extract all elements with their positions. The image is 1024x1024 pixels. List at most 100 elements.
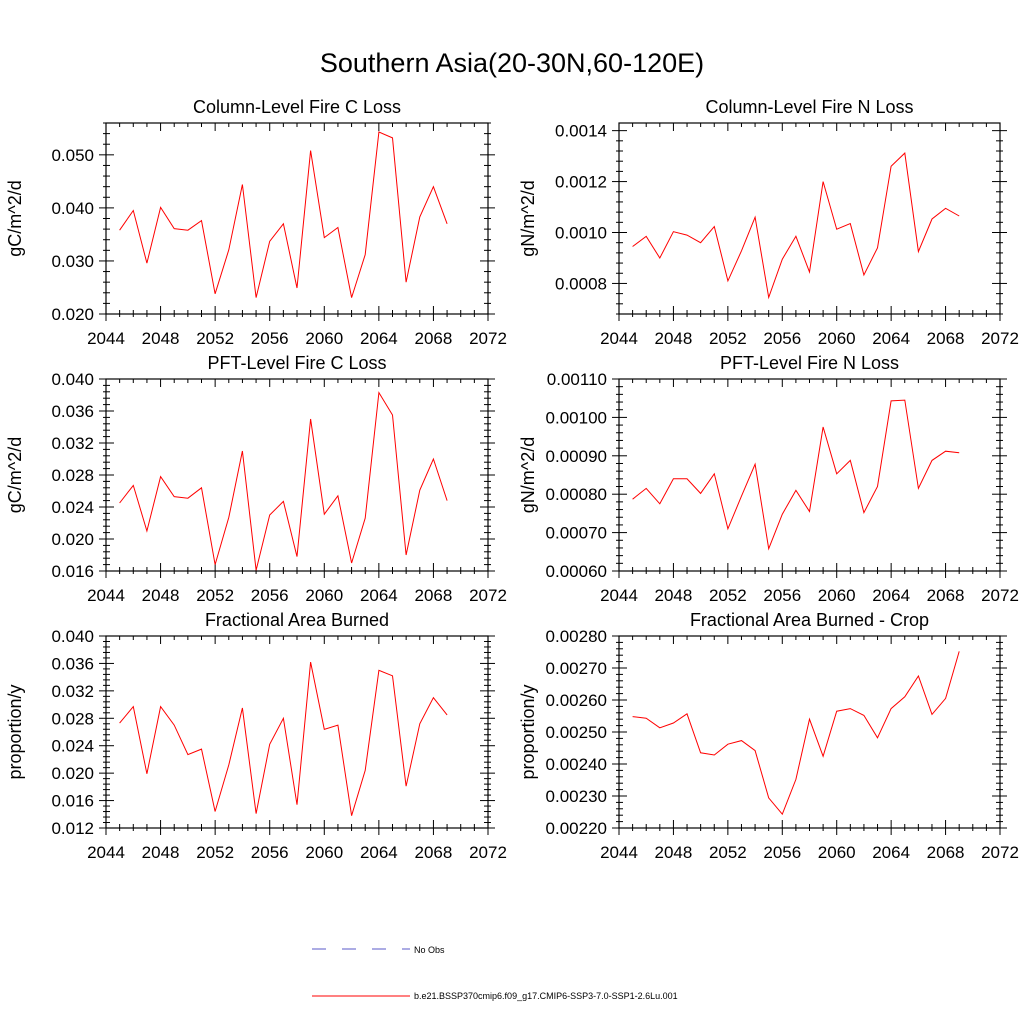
x-minor-ticks (105, 379, 489, 578)
y-ticks (99, 635, 495, 829)
chart-panel: 2044 2048 2052 2056 2060 2064 2068 2072 0.016 0.0… (5, 353, 507, 605)
y-tick-label: 0.00110 (547, 370, 607, 389)
legend-label-model: b.e21.BSSP370cmip6.f09_g17.CMIP6-SSP3-7.… (414, 991, 678, 1001)
y-tick-label: 0.00250 (546, 723, 607, 742)
x-minor-ticks (105, 123, 489, 321)
y-tick-label: 0.00270 (546, 659, 607, 678)
y-tick-label: 0.036 (51, 402, 94, 421)
x-tick-label: 2056 (251, 586, 289, 605)
y-tick-label: 0.040 (51, 370, 94, 389)
y-tick-label: 0.0012 (555, 173, 607, 192)
legend-label-no-obs: No Obs (414, 945, 445, 955)
x-tick-label: 2068 (927, 329, 965, 348)
y-tick-label: 0.016 (51, 792, 94, 811)
x-tick-label: 2048 (142, 843, 180, 862)
y-tick-label: 0.00240 (546, 755, 607, 774)
y-tick-label: 0.00060 (546, 562, 607, 581)
series-line (119, 391, 448, 571)
series-line (632, 651, 960, 816)
y-ticks (612, 378, 1007, 572)
series-points (632, 400, 960, 549)
y-tick-label: 0.00260 (546, 691, 607, 710)
x-tick-label: 2060 (818, 329, 856, 348)
x-tick-label: 2044 (87, 843, 125, 862)
y-tick-label: 0.00080 (546, 485, 607, 504)
y-tick-label: 0.024 (51, 737, 94, 756)
x-tick-label: 2060 (305, 843, 343, 862)
x-tick-label: 2048 (655, 843, 693, 862)
x-tick-label: 2052 (709, 329, 747, 348)
x-minor-ticks (618, 123, 1001, 321)
series-points (632, 153, 960, 298)
x-tick-label: 2064 (872, 329, 910, 348)
x-tick-label: 2068 (415, 843, 453, 862)
panel-title: PFT-Level Fire N Loss (720, 353, 899, 373)
x-tick-label: 2064 (872, 843, 910, 862)
y-tick-label: 0.016 (51, 562, 94, 581)
x-tick-label: 2052 (196, 843, 234, 862)
x-tick-label: 2048 (142, 329, 180, 348)
x-tick-label: 2056 (251, 843, 289, 862)
chart-panel: 2044 2048 2052 2056 2060 2064 2068 2072 0.00060 0… (518, 353, 1019, 605)
series-points (119, 392, 448, 571)
y-axis-label: gC/m^2/d (5, 180, 25, 256)
x-tick-label: 2072 (981, 329, 1019, 348)
y-tick-label: 0.012 (51, 819, 94, 838)
y-tick-label: 0.032 (51, 434, 94, 453)
y-tick-label: 0.00220 (546, 819, 607, 838)
x-tick-label: 2056 (763, 843, 801, 862)
y-axis-label: gN/m^2/d (518, 437, 538, 513)
series-line (119, 662, 448, 816)
x-tick-label: 2064 (360, 586, 398, 605)
y-tick-label: 0.030 (51, 252, 94, 271)
x-tick-label: 2072 (469, 586, 507, 605)
x-tick-label: 2068 (415, 329, 453, 348)
x-tick-label: 2060 (818, 843, 856, 862)
x-tick-label: 2060 (818, 586, 856, 605)
series-line (632, 399, 960, 551)
x-tick-label: 2068 (927, 843, 965, 862)
x-tick-label: 2064 (872, 586, 910, 605)
y-tick-label: 0.032 (51, 682, 94, 701)
y-tick-label: 0.00280 (546, 627, 607, 646)
panel-title: Fractional Area Burned (205, 610, 389, 630)
y-tick-label: 0.00100 (546, 408, 607, 427)
y-axis-label: gN/m^2/d (518, 180, 538, 256)
y-tick-label: 0.020 (51, 305, 94, 324)
x-tick-label: 2060 (305, 586, 343, 605)
series-points (119, 132, 448, 298)
y-tick-label: 0.040 (51, 627, 94, 646)
panel-title: Column-Level Fire C Loss (193, 97, 401, 117)
x-tick-label: 2072 (469, 843, 507, 862)
chart-panel: 2044 2048 2052 2056 2060 2064 2068 2072 0.0008 0.… (518, 97, 1019, 348)
plot-frame (618, 122, 1001, 315)
x-tick-label: 2072 (469, 329, 507, 348)
x-tick-label: 2048 (655, 586, 693, 605)
y-tick-label: 0.024 (51, 498, 94, 517)
series-points (119, 662, 448, 816)
y-tick-label: 0.050 (51, 146, 94, 165)
y-tick-label: 0.00090 (546, 447, 607, 466)
series-points (632, 651, 960, 815)
x-tick-label: 2044 (87, 329, 125, 348)
chart-panel: 2044 2048 2052 2056 2060 2064 2068 2072 0.012 0.0… (5, 610, 507, 862)
x-tick-label: 2068 (415, 586, 453, 605)
panel-title: Column-Level Fire N Loss (705, 97, 913, 117)
series-line (119, 131, 448, 298)
y-ticks (612, 130, 1007, 315)
chart-panel: 2044 2048 2052 2056 2060 2064 2068 2072 0.00220 0… (518, 610, 1019, 862)
plot-frame (618, 635, 1001, 829)
y-axis-label: gC/m^2/d (5, 437, 25, 513)
x-tick-label: 2052 (196, 586, 234, 605)
x-tick-label: 2048 (142, 586, 180, 605)
y-tick-label: 0.020 (51, 530, 94, 549)
x-tick-label: 2064 (360, 843, 398, 862)
x-tick-label: 2064 (360, 329, 398, 348)
page-title: Southern Asia(20-30N,60-120E) (319, 48, 705, 78)
y-ticks (612, 635, 1007, 829)
panel-title: PFT-Level Fire C Loss (207, 353, 386, 373)
y-tick-label: 0.0014 (555, 122, 607, 141)
x-tick-label: 2044 (87, 586, 125, 605)
y-tick-label: 0.028 (51, 466, 94, 485)
x-tick-label: 2060 (305, 329, 343, 348)
